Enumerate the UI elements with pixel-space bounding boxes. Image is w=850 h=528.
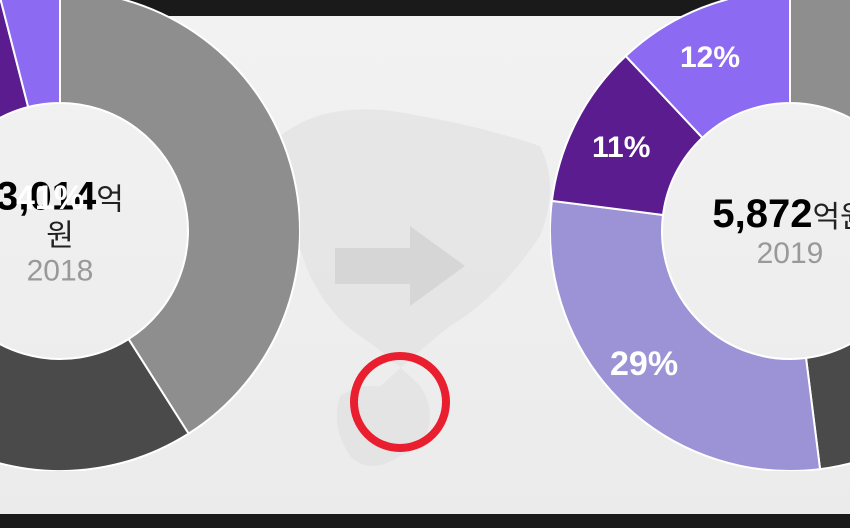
slice-label-gray41: 41% (16, 179, 84, 218)
donut-2018: 3,014억 원 2018 41%27%4%4% (0, 0, 300, 471)
slice-label-lightpurple29: 29% (610, 345, 678, 384)
center-year-2018: 2018 (0, 254, 124, 289)
arrow-icon (335, 226, 465, 306)
center-2019: 5,872억원 2019 (712, 191, 850, 272)
center-unit-2018b: 원 (46, 220, 74, 253)
donut-2019: 5,872억원 2019 2229%11%12% (550, 0, 850, 471)
slice-label-deeppurple11: 11% (592, 131, 650, 165)
red-circle-annotation (350, 352, 450, 452)
center-unit-2019: 억원 (812, 201, 850, 234)
center-value-2019: 5,872 (712, 192, 812, 236)
center-year-2019: 2019 (712, 237, 850, 272)
slice-label-violet12: 12% (680, 41, 740, 75)
center-unit-2018a: 억 (96, 184, 124, 217)
slice-gray (790, 0, 850, 215)
chart-area: 3,014억 원 2018 41%27%4%4% 5,872억원 2019 22… (0, 16, 850, 514)
